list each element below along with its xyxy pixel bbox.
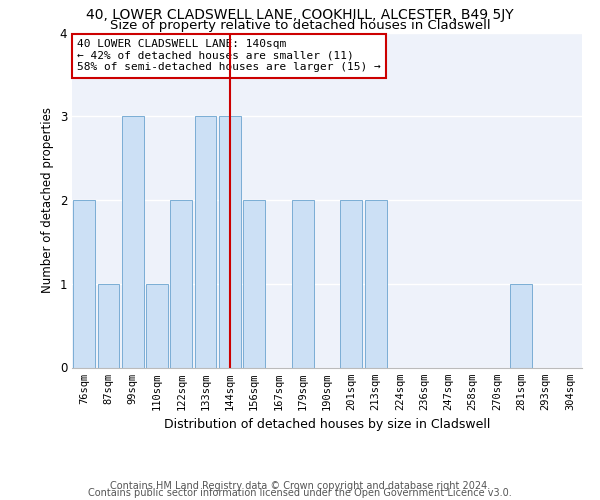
Bar	[292, 200, 314, 368]
Bar	[73, 200, 95, 368]
Text: 40 LOWER CLADSWELL LANE: 140sqm
← 42% of detached houses are smaller (11)
58% of: 40 LOWER CLADSWELL LANE: 140sqm ← 42% of…	[77, 39, 381, 72]
Bar	[243, 200, 265, 368]
Bar	[146, 284, 168, 368]
Bar	[365, 200, 386, 368]
Bar	[219, 116, 241, 368]
Bar	[122, 116, 143, 368]
Bar	[194, 116, 217, 368]
Bar	[340, 200, 362, 368]
Bar	[170, 200, 192, 368]
Bar	[97, 284, 119, 368]
Text: Size of property relative to detached houses in Cladswell: Size of property relative to detached ho…	[110, 19, 490, 32]
Text: 40, LOWER CLADSWELL LANE, COOKHILL, ALCESTER, B49 5JY: 40, LOWER CLADSWELL LANE, COOKHILL, ALCE…	[86, 8, 514, 22]
X-axis label: Distribution of detached houses by size in Cladswell: Distribution of detached houses by size …	[164, 418, 490, 431]
Y-axis label: Number of detached properties: Number of detached properties	[41, 107, 54, 293]
Bar	[511, 284, 532, 368]
Text: Contains HM Land Registry data © Crown copyright and database right 2024.: Contains HM Land Registry data © Crown c…	[110, 481, 490, 491]
Text: Contains public sector information licensed under the Open Government Licence v3: Contains public sector information licen…	[88, 488, 512, 498]
